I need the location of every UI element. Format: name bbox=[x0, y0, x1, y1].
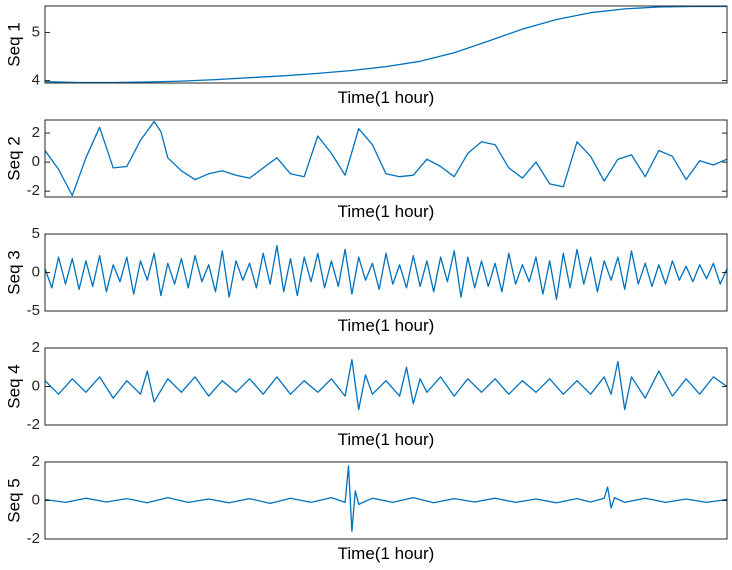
x-axis-label: Time(1 hour) bbox=[338, 88, 435, 107]
y-tick-label: 0 bbox=[32, 153, 40, 170]
x-axis-label: Time(1 hour) bbox=[338, 430, 435, 449]
subplot-1: 4 5 Seq 1 Time(1 hour) bbox=[5, 5, 728, 107]
axes-box bbox=[44, 119, 728, 198]
x-axis-label: Time(1 hour) bbox=[338, 316, 435, 335]
y-tick-label: 0 bbox=[32, 263, 40, 280]
y-axis-label: Seq 4 bbox=[5, 364, 24, 408]
series-line-5 bbox=[44, 465, 728, 532]
y-axis-label: Seq 3 bbox=[5, 250, 24, 294]
y-tick-label: -2 bbox=[27, 416, 40, 433]
y-axis-label: Seq 2 bbox=[5, 136, 24, 180]
axes-box bbox=[44, 347, 728, 426]
y-tick-label: -2 bbox=[27, 182, 40, 199]
y-tick-label: -5 bbox=[27, 302, 40, 319]
x-axis-label: Time(1 hour) bbox=[338, 544, 435, 563]
axes-box bbox=[44, 233, 728, 312]
y-tick-label: 5 bbox=[32, 225, 40, 242]
y-tick-label: 2 bbox=[32, 339, 40, 356]
series-line-1 bbox=[44, 5, 727, 84]
y-tick-label: 5 bbox=[32, 23, 40, 40]
y-tick-label: 2 bbox=[32, 124, 40, 141]
y-tick-label: 0 bbox=[32, 377, 40, 394]
y-tick-label: -2 bbox=[27, 530, 40, 547]
series-line-3 bbox=[44, 244, 728, 301]
y-tick-label: 0 bbox=[32, 491, 40, 508]
y-tick-label: 2 bbox=[32, 453, 40, 470]
x-axis-label: Time(1 hour) bbox=[338, 202, 435, 221]
y-axis-label: Seq 5 bbox=[5, 478, 24, 522]
series-line-2 bbox=[44, 120, 728, 197]
axes-box bbox=[44, 5, 728, 84]
series-line-4 bbox=[44, 358, 728, 411]
y-axis-label: Seq 1 bbox=[5, 22, 24, 66]
y-tick-label: 4 bbox=[32, 72, 40, 89]
